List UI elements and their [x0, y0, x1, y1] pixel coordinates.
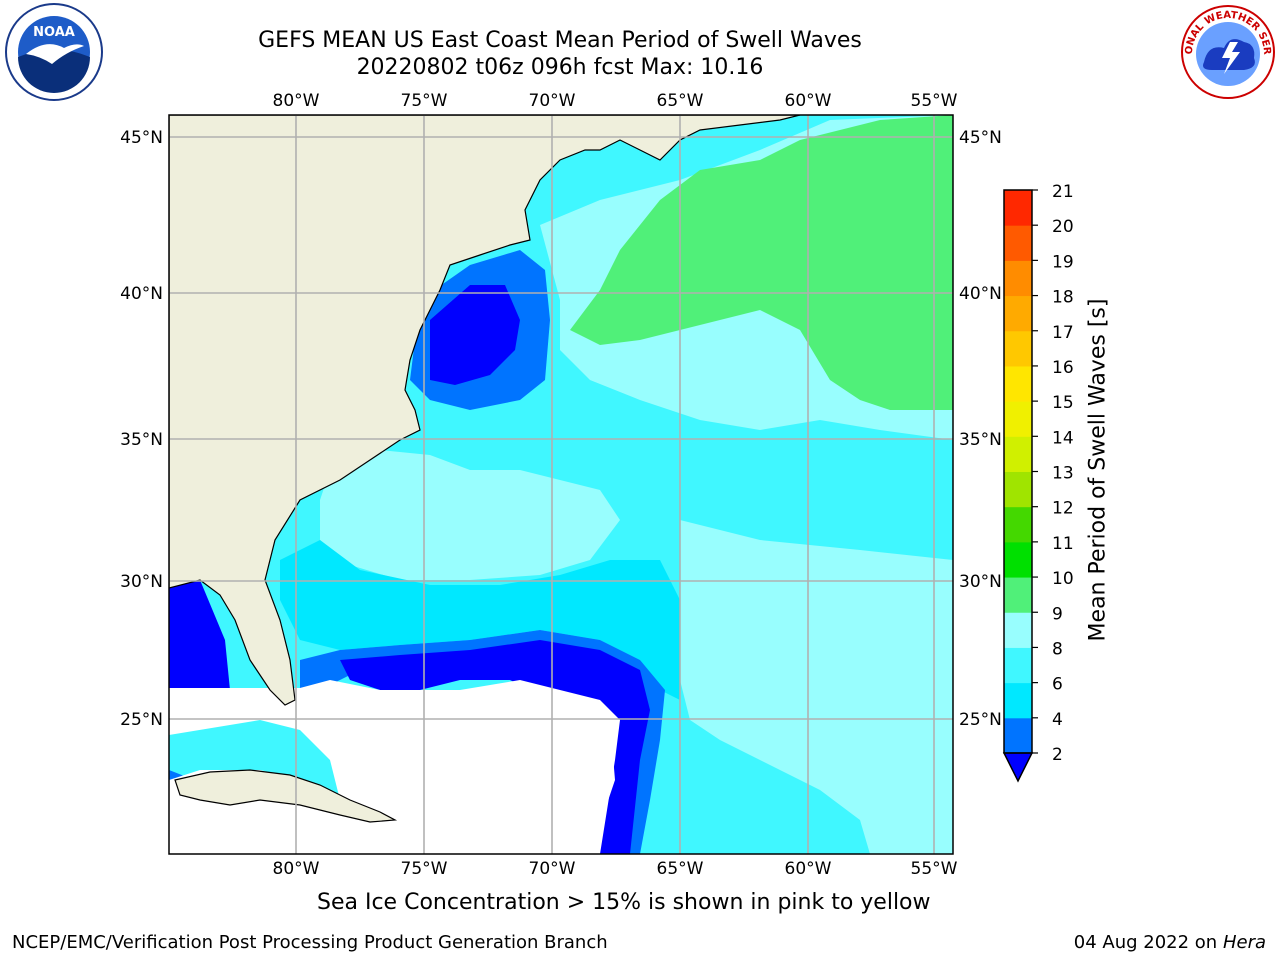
period-8-9-region: [320, 450, 620, 580]
colorbar-tick-label: 4: [1052, 710, 1063, 730]
colorbar-tick-label: 8: [1052, 639, 1063, 659]
masked-region: [169, 680, 620, 854]
latitude-label-left: 40°N: [120, 284, 163, 304]
land-cuba: [174, 769, 398, 823]
colorbar-swatch: [1004, 190, 1032, 226]
noaa-logo-text: NOAA: [33, 25, 75, 40]
chart-title: GEFS MEAN US East Coast Mean Period of S…: [258, 28, 862, 53]
longitude-label-bottom: 70°W: [529, 859, 576, 879]
longitude-label-bottom: 75°W: [401, 859, 448, 879]
colorbar-swatch: [1004, 682, 1032, 719]
colorbar-tick-label: 16: [1052, 358, 1074, 378]
period-9-10-region: [940, 235, 953, 300]
colorbar-swatch: [1004, 541, 1032, 578]
longitude-label-bottom: 65°W: [657, 859, 704, 879]
nws-logo: NATIONAL WEATHER SERVICE: [1178, 2, 1275, 99]
colorbar-swatch: [1004, 471, 1032, 508]
longitude-label-bottom: 60°W: [785, 859, 832, 879]
colorbar-swatch: [1004, 295, 1032, 332]
colorbar-tick-label: 12: [1052, 499, 1074, 519]
longitude-label-top: 80°W: [273, 91, 320, 111]
period-lt-2-region: [430, 285, 520, 385]
colorbar-swatch: [1004, 436, 1032, 472]
colorbar-swatch: [1004, 365, 1032, 402]
colorbar-swatch: [1004, 612, 1032, 648]
colorbar-tick-label: 9: [1052, 604, 1063, 624]
longitude-label-top: 60°W: [785, 91, 832, 111]
land-north-america: [169, 115, 801, 706]
latitude-label-left: 45°N: [120, 128, 163, 148]
map-field: [169, 115, 953, 854]
footer-host: Hera: [1222, 932, 1266, 953]
map-gridlines: [169, 115, 953, 854]
colorbar-swatch: [1004, 260, 1032, 297]
colorbar-swatch: [1004, 330, 1032, 367]
longitude-label-bottom: 80°W: [273, 859, 320, 879]
colorbar-tick-label: 18: [1052, 288, 1074, 308]
colorbar-tick-label: 15: [1052, 393, 1074, 413]
colorbar-tick-label: 2: [1052, 745, 1063, 765]
latitude-label-left: 30°N: [120, 572, 163, 592]
latitude-label-left: 25°N: [120, 710, 163, 730]
period-4-6-region: [280, 540, 680, 700]
latitude-label-right: 30°N: [959, 572, 1002, 592]
period-lt-2-region: [169, 580, 230, 690]
sea-ice-note: Sea Ice Concentration > 15% is shown in …: [317, 890, 931, 915]
colorbar-swatch: [1004, 577, 1032, 613]
colorbar-tick-label: 17: [1052, 323, 1074, 343]
masked-region: [552, 700, 615, 854]
colorbar-tick-label: 13: [1052, 464, 1074, 484]
colorbar-tick-label: 11: [1052, 534, 1074, 554]
longitude-label-top: 70°W: [529, 91, 576, 111]
colorbar-swatch: [1004, 506, 1032, 543]
latitude-label-right: 45°N: [959, 128, 1002, 148]
longitude-label-top: 75°W: [401, 91, 448, 111]
chart-subtitle: 20220802 t06z 096h fcst Max: 10.16: [356, 55, 764, 80]
colorbar-tick-label: 10: [1052, 569, 1074, 589]
colorbar-tick-label: 20: [1052, 217, 1074, 237]
latitude-label-left: 35°N: [120, 430, 163, 450]
period-9-10-region: [570, 115, 953, 410]
map-frame: [168, 114, 954, 855]
colorbar: 2 4 6 8 9 10 11 12 13 14 15 16 17 18 19 20 21: [1002, 182, 1074, 783]
period-8-9-region: [680, 520, 953, 854]
longitude-label-bottom: 55°W: [911, 859, 958, 879]
colorbar-swatch: [1004, 717, 1032, 754]
colorbar-tick-label: 14: [1052, 428, 1074, 448]
footer-date-text: 04 Aug 2022 on: [1073, 932, 1218, 953]
noaa-logo: NOAA: [5, 3, 103, 101]
colorbar-tick-label: 21: [1052, 182, 1074, 202]
colorbar-tick-label: 6: [1052, 675, 1063, 695]
footer-date: 04 Aug 2022 on Hera: [1074, 932, 1266, 953]
colorbar-swatch: [1004, 225, 1032, 261]
footer-producer: NCEP/EMC/Verification Post Processing Pr…: [12, 932, 608, 953]
map-axis-labels: 80°W 80°W 75°W 75°W 70°W 70°W 65°W 65°W 60°W 60°W…: [120, 91, 1002, 879]
longitude-label-top: 55°W: [911, 91, 958, 111]
latitude-label-right: 25°N: [959, 710, 1002, 730]
latitude-label-right: 40°N: [959, 284, 1002, 304]
latitude-label-right: 35°N: [959, 430, 1002, 450]
colorbar-swatch: [1004, 647, 1032, 684]
colorbar-under-arrow: [1002, 752, 1034, 783]
longitude-label-top: 65°W: [657, 91, 704, 111]
colorbar-tick-label: 19: [1052, 252, 1074, 272]
colorbar-swatch: [1004, 401, 1032, 437]
